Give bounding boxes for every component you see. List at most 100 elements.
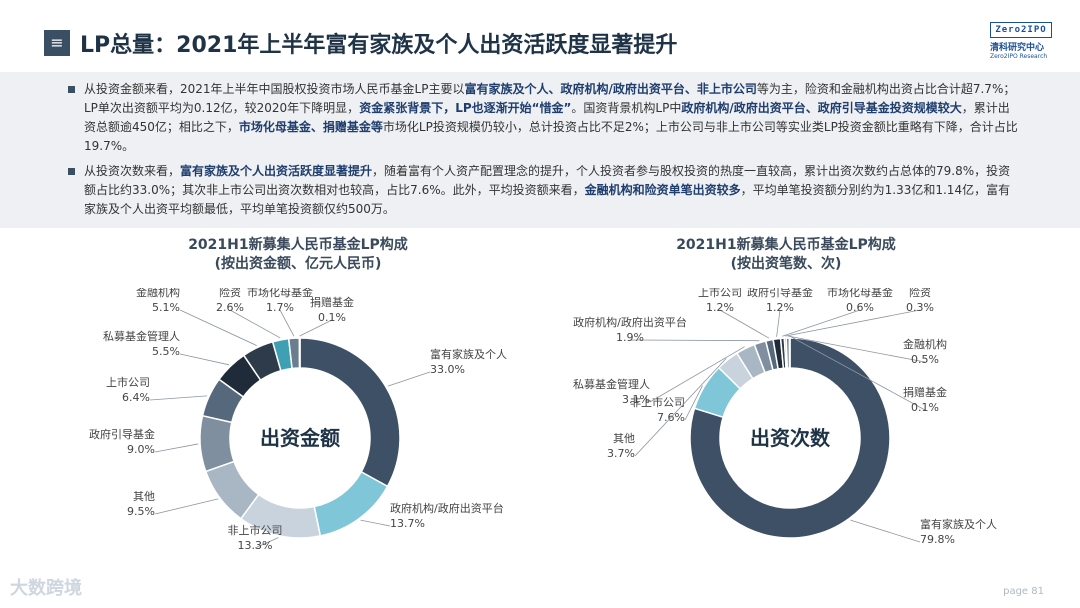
- slice-name-label: 金融机构: [136, 288, 180, 299]
- leader-line: [634, 358, 727, 457]
- bullet-text: 从投资金额来看，2021年上半年中国股权投资市场人民币基金LP主要以富有家族及个…: [84, 80, 1018, 156]
- bullet-segment: 市场化LP投资规模仍较小，总计投资占比不足2%；上市公司与非上市公司等实业类LP…: [84, 120, 1018, 153]
- leader-line: [387, 371, 431, 387]
- donut-slice: [313, 470, 389, 537]
- leader-line: [785, 309, 921, 337]
- leader-line: [782, 309, 861, 337]
- slice-value-label: 79.8%: [920, 533, 955, 546]
- chart-subtitle: (按出资笔数、次): [730, 256, 842, 272]
- slice-value-label: 33.0%: [430, 363, 465, 376]
- slice-value-label: 5.5%: [152, 345, 180, 358]
- logo-cn-text: 清科研究中心: [990, 43, 1045, 53]
- slice-name-label: 市场化母基金: [827, 288, 893, 299]
- slice-name-label: 非上市公司: [228, 523, 283, 537]
- bullet-paragraph-count: 从投资次数来看，富有家族及个人出资活跃度显著提升，随着富有个人资产配置理念的提升…: [68, 162, 1018, 219]
- slice-name-label: 捐赠基金: [903, 385, 947, 399]
- bullet-highlight: 金融机构和险资单笔出资较多: [584, 183, 741, 197]
- leader-line: [279, 309, 295, 337]
- brand-watermark: 大数跨境: [10, 578, 82, 599]
- slice-value-label: 13.3%: [238, 539, 273, 552]
- slice-name-label: 上市公司: [698, 288, 742, 299]
- slice-name-label: 政府引导基金: [747, 288, 813, 299]
- donut-slice: [199, 414, 235, 473]
- bullet-segment: ，平均单笔投资额分别约为1.33亿和1.14亿，富有家族及个人出资平均额最低，平…: [84, 183, 1011, 216]
- bullet-text: 从投资次数来看，富有家族及个人出资活跃度显著提升，随着富有个人资产配置理念的提升…: [84, 162, 1018, 219]
- leader-line: [299, 319, 333, 337]
- page-number: page 81: [1003, 586, 1044, 597]
- bullet-highlight: 资金紧张背景下，LP也逐渐开始“惜金”: [359, 101, 572, 115]
- header: ≡ LP总量：2021年上半年富有家族及个人出资活跃度显著提升 Zero2IPO…: [0, 0, 1080, 72]
- slice-name-label: 政府引导基金: [89, 427, 155, 441]
- logo: Zero2IPO 清科研究中心 Zero2IPO Research: [990, 22, 1062, 68]
- chart-title-amount: 2021H1新募集人民币基金LP构成 (按出资金额、亿元人民币): [148, 236, 448, 274]
- chart-title: 2021H1新募集人民币基金LP构成: [188, 237, 408, 253]
- bullet-highlight: 富有家族及个人出资活跃度显著提升: [180, 164, 373, 178]
- slice-name-label: 政府机构/政府出资平台: [573, 315, 687, 329]
- bullet-segment: 从投资次数来看，: [84, 164, 181, 178]
- donut-slice: [788, 337, 791, 369]
- slice-name-label: 上市公司: [106, 375, 150, 389]
- slice-name-label: 非上市公司: [630, 395, 685, 409]
- slice-name-label: 金融机构: [903, 337, 947, 351]
- slice-value-label: 5.1%: [152, 301, 180, 314]
- bullet-highlight: 富有家族及个人、政府机构/政府出资平台、非上市公司: [464, 82, 757, 96]
- slice-value-label: 13.7%: [390, 517, 425, 530]
- leader-line: [179, 309, 257, 346]
- bullet-highlight: 政府机构/政府出资平台、政府引导基金投资规模较大: [681, 101, 962, 115]
- slice-name-label: 政府机构/政府出资平台: [390, 501, 504, 515]
- leader-line: [154, 443, 199, 453]
- bullet-segment: 从投资金额来看，2021年上半年中国股权投资市场人民币基金LP主要以: [84, 82, 465, 96]
- logo-en-text: Zero2IPO Research: [990, 53, 1048, 60]
- leader-line: [179, 353, 230, 366]
- slice-value-label: 1.7%: [266, 301, 294, 314]
- charts-area: 2021H1新募集人民币基金LP构成 (按出资金额、亿元人民币) 2021H1新…: [0, 228, 1080, 608]
- leader-line: [629, 339, 760, 342]
- bullet-marker: [68, 168, 75, 175]
- slice-value-label: 1.2%: [766, 301, 794, 314]
- bullet-segment: ，随着富有个人资产配置理念的提升，个人投资者参与股权投资的热度一直较高，累计出资…: [84, 164, 1011, 197]
- bullet-marker: [68, 86, 75, 93]
- slice-value-label: 9.5%: [127, 505, 155, 518]
- leader-line: [719, 309, 770, 339]
- slice-name-label: 私募基金管理人: [103, 329, 180, 343]
- page-title: LP总量：2021年上半年富有家族及个人出资活跃度显著提升: [80, 33, 678, 58]
- slice-value-label: 0.3%: [906, 301, 934, 314]
- leader-line: [149, 395, 208, 401]
- bullet-segment: 等为主，险资和金融机构出资占比合计超7.7%；LP单次出资额平均为0.12亿，较…: [84, 82, 1016, 115]
- logo-mark: Zero2IPO: [990, 22, 1052, 38]
- chart-title-count: 2021H1新募集人民币基金LP构成 (按出资笔数、次): [636, 236, 936, 274]
- summary-panel: 从投资金额来看，2021年上半年中国股权投资市场人民币基金LP主要以富有家族及个…: [0, 72, 1080, 228]
- leader-line: [254, 537, 279, 549]
- leader-line: [154, 498, 219, 515]
- slice-name-label: 其他: [133, 490, 155, 503]
- leader-line: [649, 346, 745, 403]
- slice-name-label: 富有家族及个人: [920, 517, 997, 531]
- leader-line: [360, 519, 391, 527]
- bullet-segment: 。国资背景机构LP中: [571, 101, 682, 115]
- donut-slice: [298, 337, 301, 369]
- slice-value-label: 1.2%: [706, 301, 734, 314]
- leader-line: [850, 519, 921, 543]
- slice-value-label: 6.4%: [122, 391, 150, 404]
- slice-value-label: 2.6%: [216, 301, 244, 314]
- slice-name-label: 险资: [219, 288, 241, 299]
- leader-line: [787, 335, 926, 363]
- slice-value-label: 3.1%: [622, 393, 650, 406]
- leader-line: [776, 309, 781, 337]
- leader-line: [684, 385, 703, 421]
- slice-value-label: 3.7%: [607, 447, 635, 460]
- menu-icon: ≡: [44, 30, 70, 56]
- slice-name-label: 私募基金管理人: [573, 377, 650, 391]
- slice-value-label: 0.6%: [846, 301, 874, 314]
- slice-name-label: 捐赠基金: [310, 295, 354, 309]
- slice-name-label: 险资: [909, 288, 931, 299]
- leader-line: [789, 335, 926, 411]
- slice-name-label: 市场化母基金: [247, 288, 313, 299]
- slice-name-label: 其他: [613, 432, 635, 445]
- slice-value-label: 1.9%: [616, 331, 644, 344]
- donut-slice: [299, 337, 401, 488]
- slice-value-label: 0.1%: [318, 311, 346, 324]
- donut-center-label: 出资金额: [260, 426, 340, 450]
- donut-chart-count: 富有家族及个人79.8%非上市公司7.6%其他3.7%私募基金管理人3.1%政府…: [573, 288, 997, 546]
- slice-value-label: 9.0%: [127, 443, 155, 456]
